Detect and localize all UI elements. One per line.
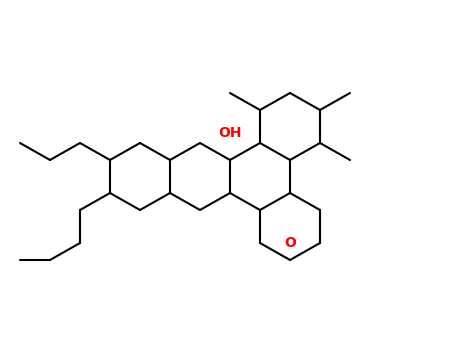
Text: OH: OH <box>218 126 242 140</box>
Text: O: O <box>284 236 296 250</box>
